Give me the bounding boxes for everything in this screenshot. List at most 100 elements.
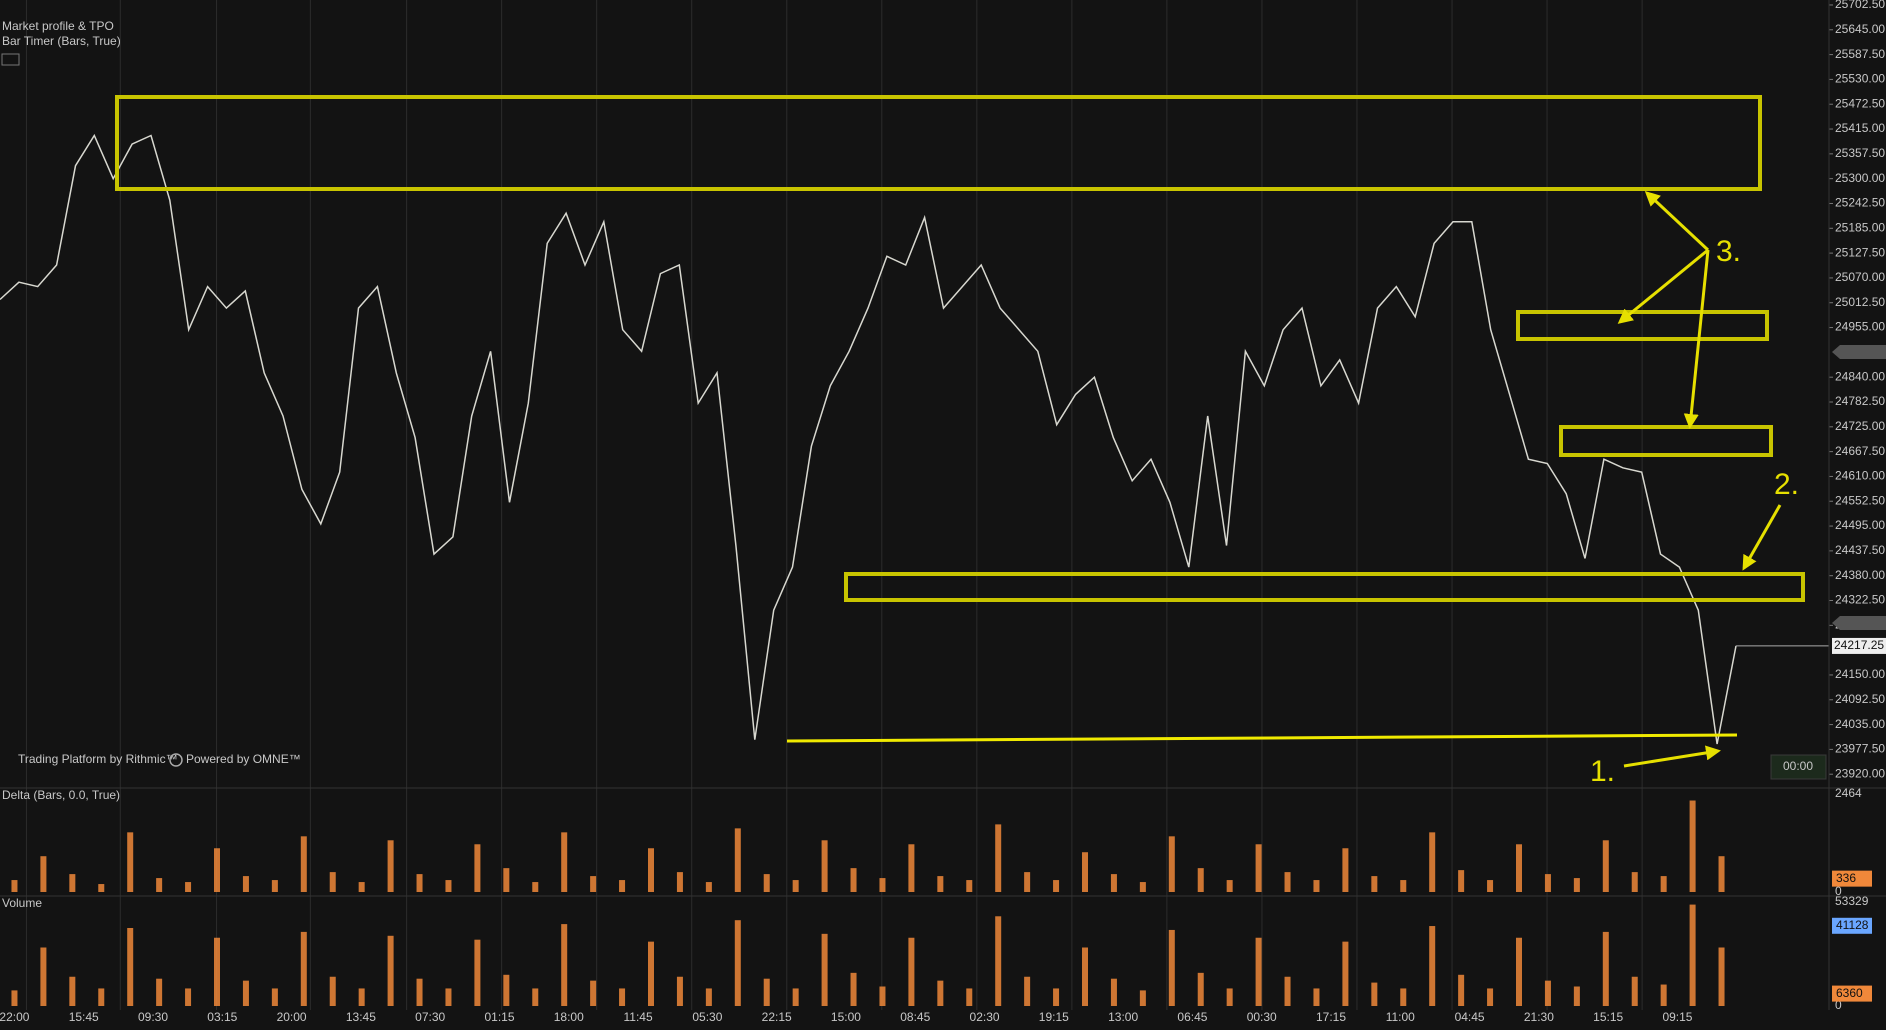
x-tick-label: 09:30 — [138, 1010, 168, 1024]
value-marker-label: 6360 — [1836, 986, 1863, 1000]
y-tick-label: 0 — [1835, 884, 1842, 898]
bar — [40, 856, 47, 892]
bar — [879, 986, 886, 1006]
branding: Trading Platform by Rithmic™ — [18, 752, 178, 766]
bar — [966, 988, 973, 1006]
bar — [127, 927, 134, 1006]
bar — [271, 988, 278, 1006]
bar — [619, 880, 626, 892]
bar — [705, 988, 712, 1006]
annotation-box — [1516, 310, 1769, 341]
bar — [1342, 848, 1349, 892]
y-tick-label: 24380.00 — [1835, 568, 1885, 582]
y-tick-label: 25472.50 — [1835, 96, 1885, 110]
y-tick-label: 25127.50 — [1835, 245, 1885, 259]
y-tick-label: 25530.00 — [1835, 72, 1885, 86]
bar — [1458, 974, 1465, 1006]
y-tick-label: 25702.50 — [1835, 0, 1885, 11]
bar — [532, 882, 539, 892]
bar — [11, 990, 18, 1006]
y-tick-label: 25012.50 — [1835, 295, 1885, 309]
y-tick-label: 23920.00 — [1835, 766, 1885, 780]
bar — [1487, 880, 1494, 892]
bar — [445, 880, 452, 892]
bar — [242, 980, 249, 1006]
bar — [1139, 990, 1146, 1006]
bar — [1718, 947, 1725, 1006]
last-price-label: 24217.25 — [1834, 638, 1884, 652]
bar — [387, 840, 394, 892]
bar — [271, 880, 278, 892]
x-tick-label: 22:15 — [762, 1010, 792, 1024]
bar — [1429, 926, 1436, 1006]
bar — [1602, 931, 1609, 1006]
bar — [503, 974, 510, 1006]
x-tick-label: 15:00 — [831, 1010, 861, 1024]
bar — [1544, 874, 1551, 892]
bar — [329, 976, 336, 1006]
y-tick-label: 0 — [1835, 998, 1842, 1012]
price-marker — [1832, 616, 1886, 630]
value-marker — [1832, 870, 1872, 887]
bar — [995, 916, 1002, 1006]
bar — [1110, 978, 1117, 1006]
bar — [1226, 880, 1233, 892]
arrow — [1623, 745, 1721, 768]
omne-icon — [169, 753, 183, 767]
y-tick-label: 24035.00 — [1835, 717, 1885, 731]
x-tick-label: 13:45 — [346, 1010, 376, 1024]
bar — [1400, 880, 1407, 892]
bar — [1689, 800, 1696, 892]
bar — [1313, 988, 1320, 1006]
bar — [1487, 988, 1494, 1006]
bar — [1689, 904, 1696, 1006]
bar — [474, 939, 481, 1006]
bar — [214, 937, 220, 1006]
last-price-box — [1832, 637, 1886, 654]
arrow — [1617, 248, 1709, 324]
bar — [416, 978, 423, 1006]
bar — [1429, 832, 1436, 892]
bar — [1573, 878, 1580, 892]
bar — [1544, 980, 1551, 1006]
y-tick-label: 24725.00 — [1835, 419, 1885, 433]
bar — [1168, 929, 1175, 1006]
bar — [1139, 882, 1146, 892]
y-tick-label: 24322.50 — [1835, 593, 1885, 607]
bar — [214, 848, 220, 892]
y-tick-label: 23977.50 — [1835, 742, 1885, 756]
bar — [98, 884, 105, 892]
bar — [329, 872, 336, 892]
y-tick-label: 24495.00 — [1835, 518, 1885, 532]
bar — [1110, 874, 1117, 892]
panel-title: Volume — [2, 896, 42, 910]
bar — [185, 882, 192, 892]
bar — [763, 874, 770, 892]
y-tick-label: 24610.00 — [1835, 469, 1885, 483]
bar — [358, 988, 365, 1006]
bar — [98, 988, 105, 1006]
x-tick-label: 18:00 — [554, 1010, 584, 1024]
bar — [1082, 947, 1088, 1006]
bar — [1342, 941, 1349, 1006]
x-tick-label: 07:30 — [415, 1010, 445, 1024]
bar — [792, 880, 799, 892]
bar — [908, 937, 915, 1006]
bar — [879, 878, 886, 892]
collapse-button[interactable] — [1, 53, 20, 66]
bar — [387, 935, 394, 1006]
indicator-label: Market profile & TPO — [2, 19, 114, 33]
y-tick-label: 25587.50 — [1835, 47, 1885, 61]
bar — [850, 972, 857, 1006]
y-tick-label: 24552.50 — [1835, 493, 1885, 507]
bar — [1718, 856, 1725, 892]
x-tick-label: 08:45 — [900, 1010, 930, 1024]
bar — [1631, 976, 1638, 1006]
y-tick-label: 2464 — [1835, 786, 1862, 800]
y-tick-label: 24840.00 — [1835, 369, 1885, 383]
x-tick-label: 02:30 — [970, 1010, 1000, 1024]
bar — [445, 988, 452, 1006]
bar — [1660, 876, 1667, 892]
bar — [1516, 937, 1522, 1006]
